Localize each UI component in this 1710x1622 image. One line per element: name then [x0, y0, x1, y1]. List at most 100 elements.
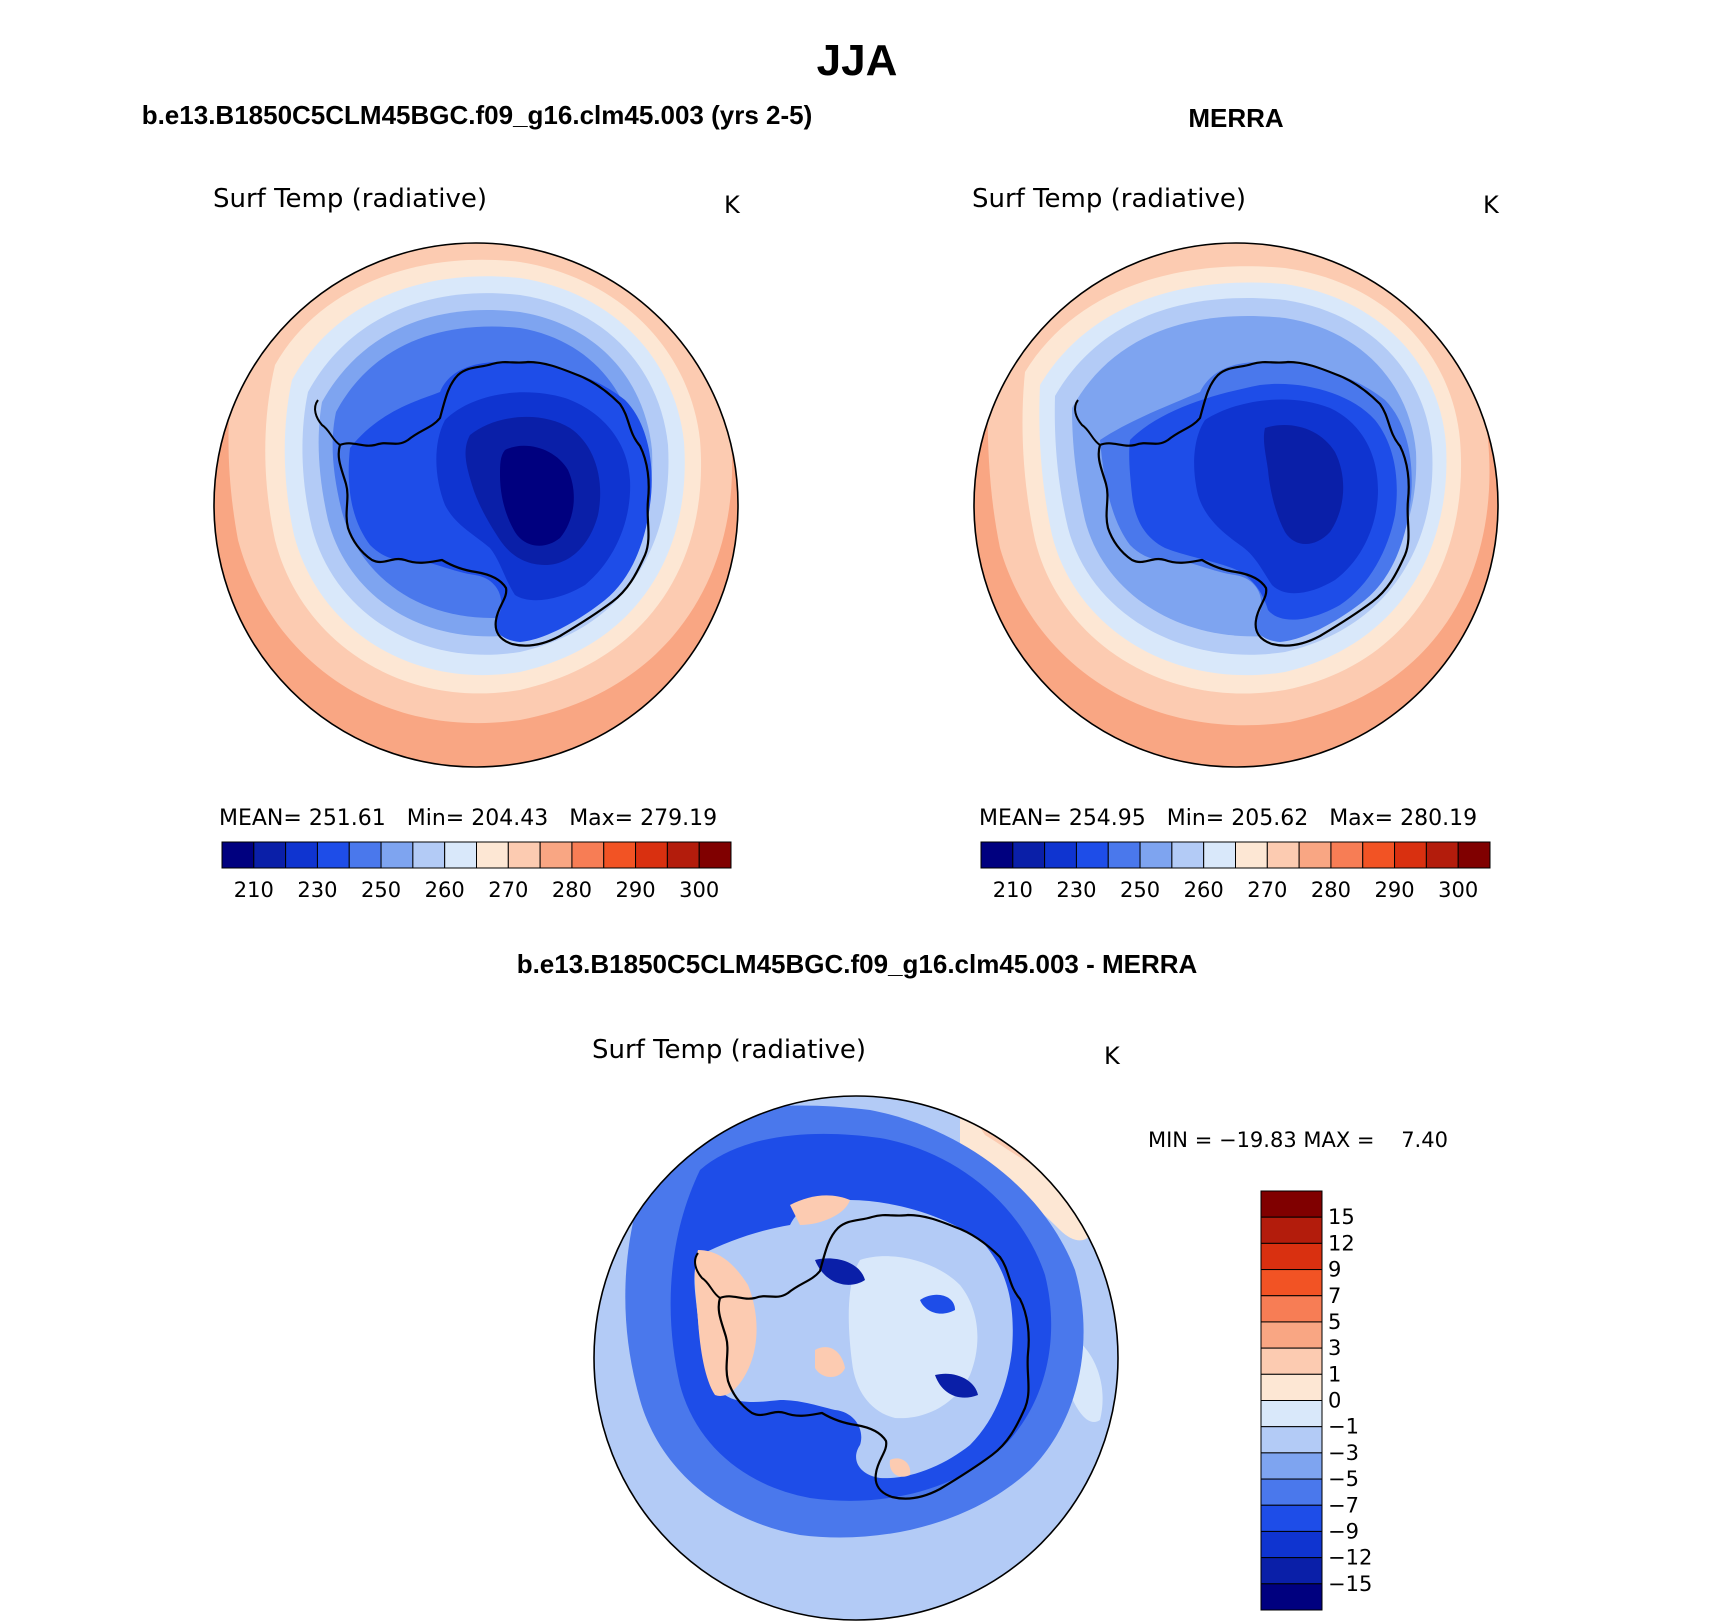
model-colorbar-swatch	[476, 841, 509, 869]
obs-colorbar-swatch	[1235, 841, 1268, 869]
obs-map-border	[973, 242, 1499, 768]
diff-map-border	[593, 1095, 1119, 1621]
diff-colorbar-tick-label: −5	[1328, 1467, 1359, 1491]
diff-colorbar-swatch	[1260, 1242, 1323, 1271]
obs-colorbar-tick-label: 280	[1311, 878, 1351, 902]
diff-warm-north-coast	[790, 1195, 850, 1225]
figure-title: JJA	[817, 36, 898, 85]
diff-colorbar-tick-label: 9	[1328, 1258, 1341, 1282]
antarctic-coastline	[1097, 360, 1410, 647]
model-colorbar-swatch	[316, 841, 350, 869]
diff-cold-spot-2	[935, 1373, 978, 1398]
model-colorbar-swatch	[412, 841, 446, 869]
obs-colorbar-swatch	[1266, 841, 1300, 869]
model-colorbar-swatch	[380, 841, 414, 869]
model-map-border	[213, 242, 739, 768]
diff-colorbar-swatch	[1260, 1557, 1323, 1585]
diff-colorbar-swatch	[1260, 1583, 1323, 1611]
obs-colorbar-tick-label: 210	[993, 878, 1033, 902]
diff-colorbar-swatch	[1260, 1216, 1323, 1244]
obs-colorbar-swatch	[1012, 841, 1046, 869]
diff-polar-map	[593, 1095, 1119, 1621]
diff-colorbar-swatch	[1260, 1269, 1323, 1297]
obs-colorbar-swatch	[1107, 841, 1141, 869]
diff-colorbar-tick-label: 1	[1328, 1362, 1341, 1386]
obs-units-label: K	[1483, 191, 1500, 219]
model-colorbar: 210 230 250 260 270 280 290 300	[221, 841, 732, 902]
obs-panel-title: MERRA	[1188, 103, 1284, 133]
model-colorbar-swatch	[444, 841, 477, 869]
diff-colorbar-tick-label: 5	[1328, 1310, 1341, 1334]
diff-colorbar-tick-label: −15	[1328, 1572, 1372, 1596]
model-colorbar-swatch	[635, 841, 668, 869]
diff-cold-spot-1	[815, 1258, 865, 1285]
antarctic-coastline	[717, 1213, 1030, 1500]
obs-colorbar-swatch	[1457, 841, 1491, 869]
model-units-label: K	[724, 191, 741, 219]
diff-colorbar-tick-label: −1	[1328, 1415, 1359, 1439]
obs-colorbar-tick-label: 230	[1056, 878, 1096, 902]
obs-variable-label: Surf Temp (radiative)	[972, 184, 1246, 214]
obs-colorbar-tick-label: 270	[1247, 878, 1287, 902]
model-colorbar-swatch	[221, 841, 255, 869]
continent-darkest	[500, 445, 574, 546]
diff-warm-spot	[815, 1347, 845, 1377]
model-colorbar-tick-label: 260	[425, 878, 465, 902]
obs-colorbar: 210 230 250 260 270 280 290 300	[980, 841, 1491, 902]
model-colorbar-tick-label: 290	[616, 878, 656, 902]
diff-pale-warm-ne	[960, 1114, 1093, 1241]
obs-colorbar-swatch	[1394, 841, 1427, 869]
model-polar-map	[213, 242, 739, 768]
diff-colorbar-tick-label: −7	[1328, 1493, 1359, 1517]
diff-colorbar-tick-label: −12	[1328, 1546, 1372, 1570]
diff-colorbar-swatch	[1260, 1373, 1323, 1401]
diff-colorbar-tick-label: 7	[1328, 1284, 1341, 1308]
model-colorbar-swatch	[539, 841, 573, 869]
diff-variable-label: Surf Temp (radiative)	[592, 1035, 866, 1065]
model-colorbar-tick-label: 230	[297, 878, 337, 902]
diff-colorbar-swatch	[1260, 1347, 1323, 1375]
model-variable-label: Surf Temp (radiative)	[213, 184, 487, 214]
model-colorbar-tick-label: 300	[679, 878, 719, 902]
diff-colorbar-swatch	[1260, 1504, 1323, 1532]
model-colorbar-tick-label: 280	[552, 878, 592, 902]
model-colorbar-tick-label: 250	[361, 878, 401, 902]
model-colorbar-swatch	[285, 841, 318, 869]
diff-colorbar-tick-label: 15	[1328, 1205, 1355, 1229]
diff-panel-title: b.e13.B1850C5CLM45BGC.f09_g16.clm45.003 …	[517, 949, 1198, 979]
model-colorbar-swatch	[603, 841, 637, 869]
peninsula-coast	[694, 1252, 721, 1299]
diff-warm-coast-s	[889, 1458, 911, 1477]
obs-colorbar-tick-label: 300	[1438, 878, 1478, 902]
model-panel-title: b.e13.B1850C5CLM45BGC.f09_g16.clm45.003 …	[142, 100, 813, 130]
peninsula-coast	[1074, 399, 1101, 446]
diff-colorbar-swatch	[1260, 1321, 1323, 1349]
diff-colorbar-swatch	[1260, 1295, 1323, 1323]
obs-colorbar-swatch	[1203, 841, 1236, 869]
obs-stats-label: MEAN= 254.95 Min= 205.62 Max= 280.19	[979, 806, 1477, 831]
model-colorbar-swatch	[698, 841, 732, 869]
obs-colorbar-swatch	[1171, 841, 1205, 869]
diff-colorbar-swatch	[1260, 1530, 1323, 1559]
obs-colorbar-swatch	[1362, 841, 1396, 869]
antarctic-coastline	[337, 360, 650, 647]
diff-colorbar-swatch	[1260, 1190, 1323, 1218]
diff-colorbar-tick-label: 0	[1328, 1389, 1341, 1413]
model-colorbar-tick-label: 270	[488, 878, 528, 902]
model-colorbar-swatch	[348, 841, 382, 869]
obs-colorbar-tick-label: 290	[1375, 878, 1415, 902]
obs-colorbar-swatch	[1425, 841, 1459, 869]
obs-colorbar-swatch	[1044, 841, 1077, 869]
diff-colorbar-swatch	[1260, 1426, 1323, 1454]
obs-colorbar-swatch	[1139, 841, 1173, 869]
diff-cold-spot-3	[920, 1294, 955, 1314]
obs-polar-map	[973, 242, 1499, 768]
obs-colorbar-swatch	[1075, 841, 1109, 869]
diff-colorbar-tick-label: 3	[1328, 1336, 1341, 1360]
obs-colorbar-swatch	[980, 841, 1014, 869]
continent-navy	[1263, 425, 1344, 544]
diff-colorbar-tick-label: −9	[1328, 1519, 1359, 1543]
model-colorbar-swatch	[253, 841, 287, 869]
